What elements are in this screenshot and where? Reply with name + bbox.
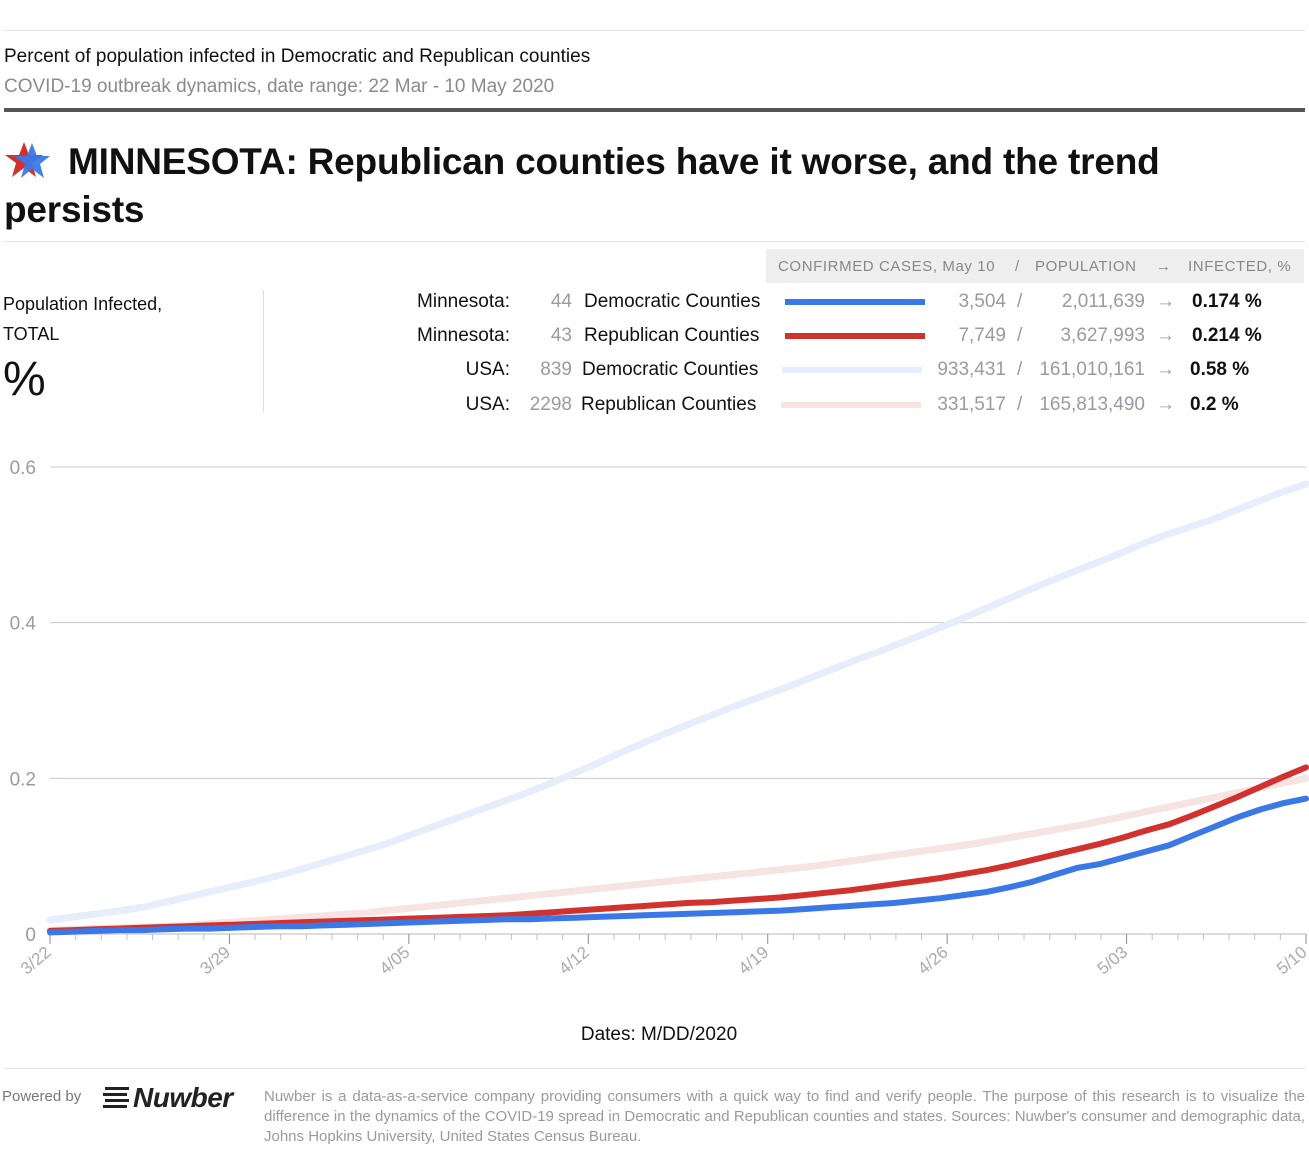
legend-county-count: 2298 [529, 394, 572, 415]
logo-wordmark: Nuwber [133, 1082, 233, 1113]
legend-cases: 331,517 [937, 394, 1006, 415]
legend-arrow: → [1156, 291, 1175, 312]
x-tick-label: 3/29 [196, 943, 234, 979]
headline-divider [4, 241, 1305, 242]
kpi-label-line1: Population Infected, [3, 294, 163, 314]
kpi-label: Population Infected, TOTAL [3, 289, 253, 349]
legend-population: 2,011,639 [1061, 291, 1145, 312]
legend-row: Minnesota: 43 Republican Counties 7,749 … [0, 319, 1309, 353]
header-divider [4, 108, 1305, 112]
y-tick-label: 0.2 [10, 769, 36, 790]
legend-cases: 3,504 [958, 291, 1006, 312]
legend-slash: / [1017, 359, 1023, 380]
legend-region: Minnesota: [417, 291, 510, 312]
kpi-label-line2: TOTAL [3, 324, 60, 344]
kpi-unit: % [3, 353, 46, 406]
legend-infected-pct: 0.58 % [1190, 359, 1250, 380]
legend-slash: / [1017, 325, 1023, 346]
x-tick-label: 3/22 [17, 943, 55, 979]
series-line [47, 795, 1309, 936]
legend-row: USA: 839 Democratic Counties 933,431 / 1… [0, 353, 1309, 387]
legend-cases: 933,431 [937, 359, 1006, 380]
legend-header-population: POPULATION [1035, 258, 1137, 275]
legend-swatch-usa-dem [782, 367, 922, 373]
x-tick-label: 5/10 [1273, 943, 1309, 979]
kpi-divider [263, 290, 264, 412]
series-line [46, 480, 1309, 924]
legend-header-cases: CONFIRMED CASES, May 10 [778, 258, 996, 275]
footer-description: Nuwber is a data-as-a-service company pr… [264, 1088, 1305, 1145]
top-divider [4, 30, 1305, 31]
x-tick-label: 4/19 [735, 943, 773, 979]
series-line [46, 774, 1309, 934]
legend-county-count: 44 [550, 291, 572, 312]
y-tick-label: 0 [25, 925, 36, 946]
legend-row: Minnesota: 44 Democratic Counties 3,504 … [0, 285, 1309, 319]
legend-population: 165,813,490 [1039, 394, 1145, 415]
legend-group: Democratic Counties [584, 291, 761, 312]
legend-group: Democratic Counties [582, 359, 759, 380]
legend-county-count: 43 [550, 325, 572, 346]
legend-region: USA: [465, 394, 510, 415]
legend-population: 3,627,993 [1060, 325, 1145, 346]
headline-text: MINNESOTA: Republican counties have it w… [4, 141, 1160, 230]
legend-swatch-mn-rep [785, 333, 925, 339]
x-tick-label: 5/03 [1094, 943, 1132, 979]
y-tick-label: 0.6 [10, 458, 36, 479]
legend-row: USA: 2298 Republican Counties 331,517 / … [0, 388, 1309, 422]
headline: MINNESOTA: Republican counties have it w… [4, 138, 1264, 234]
x-tick-label: 4/26 [914, 943, 952, 979]
chart-header-title: Percent of population infected in Democr… [4, 46, 591, 67]
legend-swatch-usa-rep [781, 402, 921, 408]
x-tick-label: 4/05 [376, 943, 414, 979]
star-icon [5, 142, 50, 178]
logo-bars-icon [103, 1087, 129, 1108]
legend-region: Minnesota: [417, 325, 510, 346]
legend-arrow: → [1156, 394, 1175, 415]
legend-slash: / [1017, 394, 1023, 415]
legend-swatch-mn-dem [785, 299, 925, 305]
legend-infected-pct: 0.214 % [1192, 325, 1262, 346]
legend-infected-pct: 0.174 % [1192, 291, 1262, 312]
legend-population: 161,010,161 [1039, 359, 1145, 380]
line-chart: 0 0.2 0.4 0.6 3/22 3/29 4/05 4/12 4/19 4/26 5/03 5/… [10, 458, 1309, 979]
legend-header-sep: / [1015, 258, 1020, 275]
y-tick-label: 0.4 [10, 614, 37, 635]
powered-by-label: Powered by [2, 1088, 82, 1105]
chart-header-subtitle: COVID-19 outbreak dynamics, date range: … [4, 76, 555, 97]
x-axis-title: Dates: M/DD/2020 [580, 1024, 738, 1045]
legend-group: Republican Counties [584, 325, 760, 346]
legend-header-infected: INFECTED, % [1188, 258, 1292, 275]
legend-arrow: → [1156, 359, 1175, 380]
series-line [47, 764, 1309, 934]
legend-header: CONFIRMED CASES, May 10 / POPULATION → I… [766, 249, 1304, 283]
legend-arrow: → [1156, 325, 1175, 346]
legend-cases: 7,749 [958, 325, 1006, 346]
legend-header-arrow: → [1156, 258, 1172, 275]
x-tick-label: 4/12 [555, 943, 593, 979]
legend-region: USA: [465, 359, 510, 380]
legend-infected-pct: 0.2 % [1190, 394, 1239, 415]
legend-group: Republican Counties [581, 394, 757, 415]
legend-slash: / [1017, 291, 1023, 312]
footer-divider [4, 1068, 1305, 1069]
legend-county-count: 839 [540, 359, 572, 380]
